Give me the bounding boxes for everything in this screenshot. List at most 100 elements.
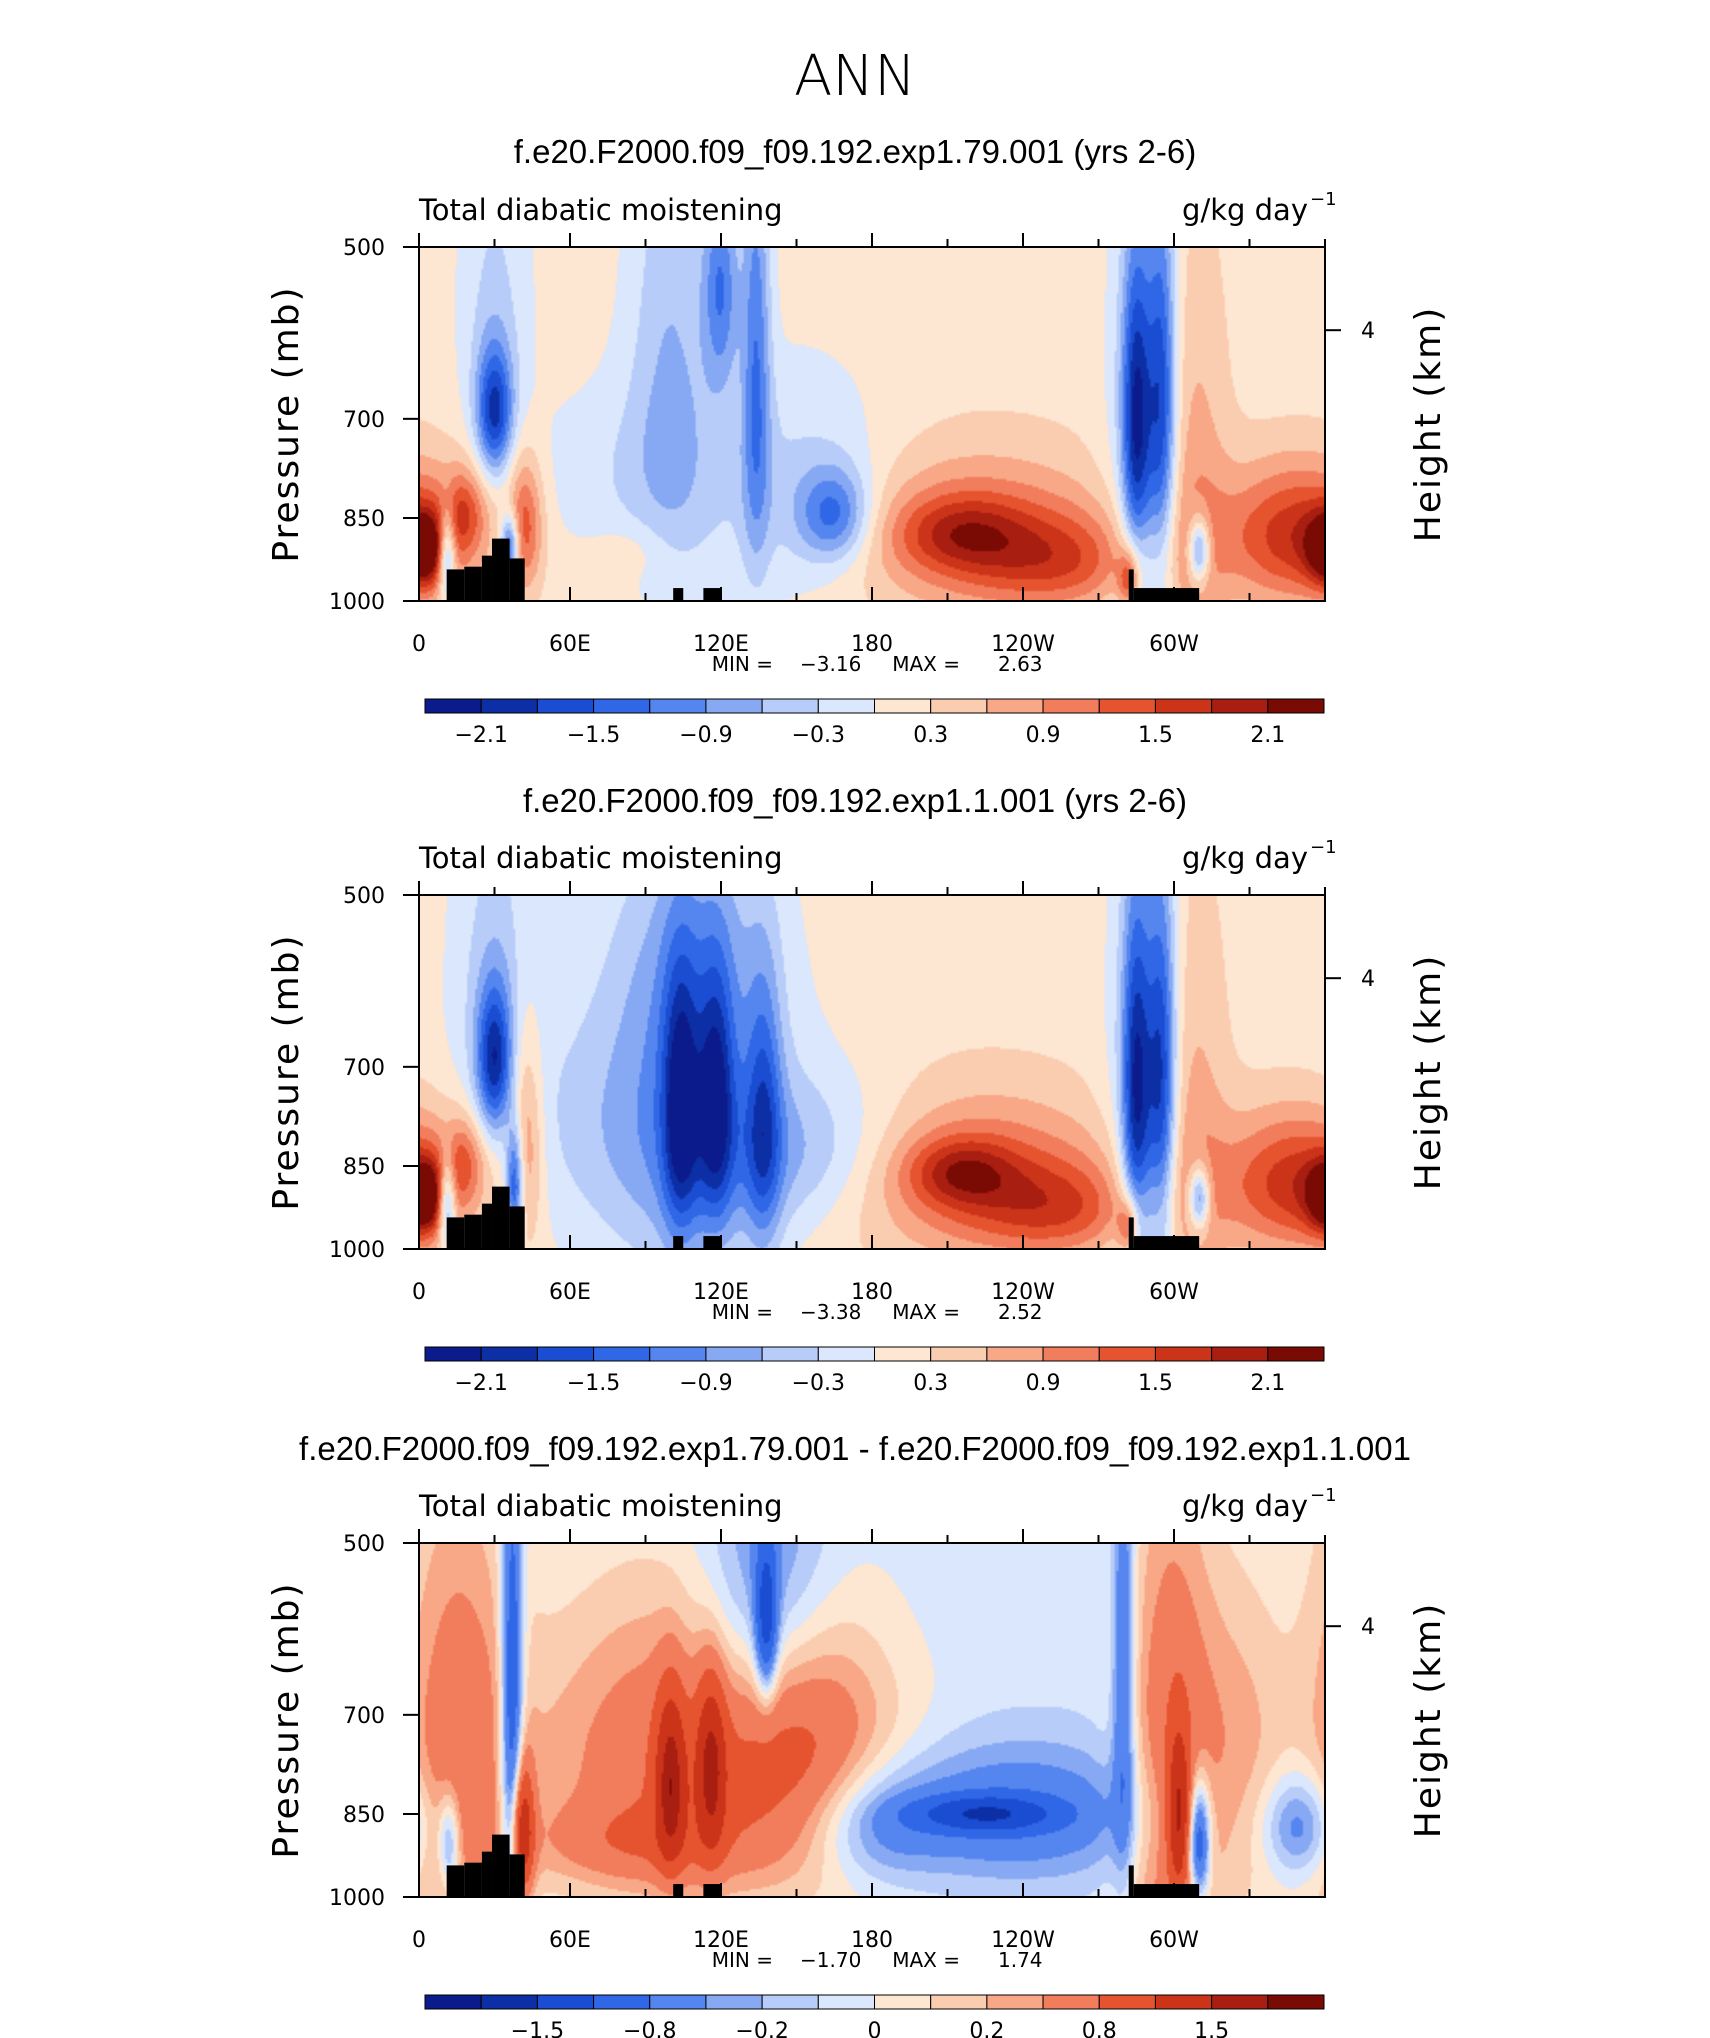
- colorbar-swatch: [424, 1346, 482, 1362]
- colorbar-swatch: [593, 698, 651, 714]
- y-tick-label: 500: [343, 236, 385, 261]
- panel-2: f.e20.F2000.f09_f09.192.exp1.1.001 (yrs …: [266, 782, 1449, 1396]
- colorbar-swatch: [1267, 1346, 1325, 1362]
- x-tick-label: 120W: [991, 632, 1055, 657]
- colorbar-label: −0.8: [623, 2019, 676, 2038]
- colorbar-swatch: [930, 698, 988, 714]
- y-axis-label: Pressure (mb): [266, 933, 307, 1210]
- topography-mask: [464, 1214, 482, 1249]
- colorbar-label: 1.5: [1138, 1371, 1173, 1396]
- topography-mask: [1128, 569, 1134, 601]
- right-tick-label: 4: [1361, 319, 1375, 344]
- topography-mask: [464, 1862, 482, 1897]
- units-exponent: −1: [1310, 189, 1337, 210]
- topography-mask: [491, 1186, 510, 1249]
- colorbar-swatch: [536, 698, 595, 714]
- colorbar-swatch: [817, 1346, 875, 1362]
- topography-mask: [446, 1217, 465, 1249]
- panel-3: f.e20.F2000.f09_f09.192.exp1.79.001 - f.…: [266, 1430, 1449, 2038]
- max-label: MAX =: [892, 1948, 960, 1972]
- left-label: Total diabatic moistening: [418, 193, 783, 227]
- colorbar-swatch: [874, 1346, 932, 1362]
- topography-mask: [1128, 1217, 1134, 1249]
- left-label: Total diabatic moistening: [418, 841, 783, 875]
- y-axis-label-right: Height (km): [1408, 954, 1449, 1190]
- y-tick-label: 500: [343, 884, 385, 909]
- colorbar-label: −0.9: [679, 1371, 732, 1396]
- colorbar-swatch: [705, 698, 763, 714]
- x-tick-label: 120E: [693, 1280, 749, 1305]
- x-tick-label: 0: [412, 1280, 426, 1305]
- right-tick-label: 4: [1361, 967, 1375, 992]
- colorbar-label: −2.1: [454, 723, 507, 748]
- units-exponent: −1: [1310, 837, 1337, 858]
- topography-mask: [673, 588, 684, 601]
- x-tick-label: 180: [851, 1928, 893, 1953]
- colorbar-label: 0.9: [1026, 723, 1061, 748]
- colorbar-swatch: [1098, 698, 1156, 714]
- colorbar-swatch: [1154, 1994, 1213, 2010]
- y-tick-label: 1000: [329, 1238, 385, 1263]
- y-tick-label: 1000: [329, 1886, 385, 1911]
- x-tick-label: 120E: [693, 632, 749, 657]
- figure-title: ANN: [794, 44, 916, 109]
- colorbar-swatch: [1042, 698, 1100, 714]
- topography-mask: [1133, 588, 1200, 601]
- colorbar-label: 0: [868, 2019, 882, 2038]
- colorbar-label: −0.9: [679, 723, 732, 748]
- colorbar-swatch: [705, 1994, 763, 2010]
- x-tick-label: 60W: [1149, 632, 1199, 657]
- colorbar-swatch: [1154, 698, 1213, 714]
- colorbar-swatch: [649, 698, 707, 714]
- colorbar-swatch: [1042, 1346, 1100, 1362]
- colorbar-swatch: [1098, 1994, 1156, 2010]
- topography-mask: [446, 1865, 465, 1897]
- colorbar-label: −0.3: [792, 1371, 845, 1396]
- colorbar-swatch: [649, 1346, 707, 1362]
- x-tick-label: 0: [412, 632, 426, 657]
- max-label: MAX =: [892, 1300, 960, 1324]
- x-tick-label: 60E: [549, 632, 591, 657]
- colorbar-swatch: [761, 1346, 819, 1362]
- x-tick-label: 60E: [549, 1280, 591, 1305]
- colorbar-swatch: [986, 1994, 1044, 2010]
- topography-mask: [509, 1206, 525, 1249]
- colorbar-label: −1.5: [511, 2019, 564, 2038]
- y-axis-label-right: Height (km): [1408, 1602, 1449, 1838]
- colorbar-label: 0.2: [969, 2019, 1004, 2038]
- min-label: MIN =: [712, 1300, 773, 1324]
- max-value: 2.52: [998, 1300, 1043, 1324]
- panel-1: f.e20.F2000.f09_f09.192.exp1.79.001 (yrs…: [266, 133, 1449, 748]
- colorbar-swatch: [649, 1994, 707, 2010]
- colorbar-swatch: [874, 698, 932, 714]
- y-tick-label: 700: [343, 1056, 385, 1081]
- colorbar-swatch: [424, 698, 482, 714]
- colorbar-label: −0.3: [792, 723, 845, 748]
- colorbar-swatch: [1267, 698, 1325, 714]
- colorbar-swatch: [705, 1346, 763, 1362]
- min-label: MIN =: [712, 652, 773, 676]
- colorbar-swatch: [761, 1994, 819, 2010]
- heatmap-field: [419, 247, 1325, 601]
- units-label: g/kg day: [1182, 841, 1308, 875]
- topography-mask: [509, 558, 525, 601]
- max-value: 1.74: [998, 1948, 1043, 1972]
- colorbar-swatch: [874, 1994, 932, 2010]
- colorbar-label: 2.1: [1250, 1371, 1285, 1396]
- y-tick-label: 850: [343, 1803, 385, 1828]
- topography-mask: [1133, 1884, 1200, 1897]
- y-axis-label-right: Height (km): [1408, 306, 1449, 542]
- colorbar-swatch: [817, 1994, 875, 2010]
- y-tick-label: 1000: [329, 590, 385, 615]
- colorbar-swatch: [817, 698, 875, 714]
- x-tick-label: 60W: [1149, 1280, 1199, 1305]
- y-tick-label: 850: [343, 507, 385, 532]
- topography-mask: [703, 1884, 721, 1897]
- colorbar-swatch: [1154, 1346, 1213, 1362]
- colorbar-swatch: [424, 1994, 482, 2010]
- x-tick-label: 60E: [549, 1928, 591, 1953]
- topography-mask: [703, 588, 721, 601]
- units-exponent: −1: [1310, 1485, 1337, 1506]
- colorbar-swatch: [1098, 1346, 1156, 1362]
- heatmap-field: [419, 895, 1325, 1249]
